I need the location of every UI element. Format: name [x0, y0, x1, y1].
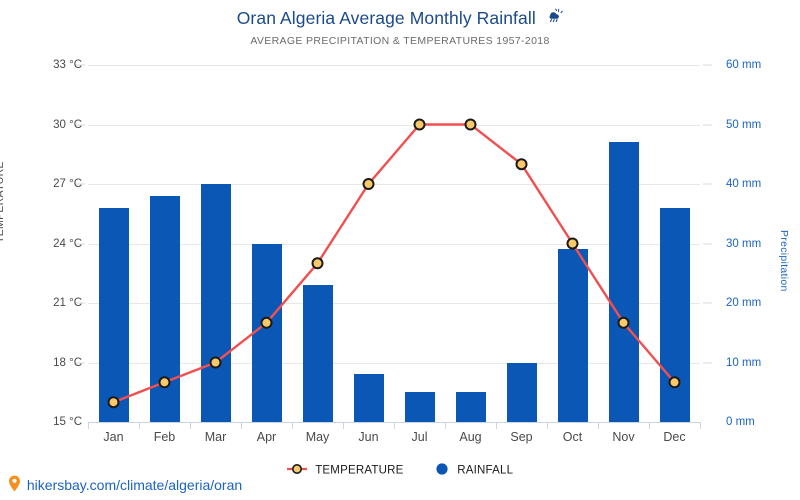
right-tick-mark	[703, 243, 712, 244]
rainfall-bar[interactable]	[455, 392, 486, 422]
x-tick-mark	[547, 422, 548, 429]
left-tick-label: 24 °C	[53, 237, 82, 250]
legend-item-rainfall[interactable]: RAINFALL	[435, 462, 513, 479]
left-tick-label: 27 °C	[53, 178, 82, 190]
right-tick-label: 60 mm	[726, 59, 762, 71]
x-axis-label: Feb	[153, 430, 176, 444]
gridline	[88, 65, 700, 66]
x-axis-label: Nov	[612, 430, 635, 444]
left-tick-mark	[76, 243, 85, 244]
x-tick-mark	[445, 422, 446, 429]
x-tick-mark	[343, 422, 344, 429]
left-tick-label: 21 °C	[53, 297, 82, 309]
rainfall-bar[interactable]	[149, 195, 180, 422]
right-tick-label: 40 mm	[726, 178, 762, 190]
right-tick-mark	[703, 302, 712, 304]
left-tick-mark	[76, 64, 85, 66]
filled-circle-marker-icon	[435, 462, 449, 479]
x-tick-mark	[598, 422, 599, 429]
left-tick-mark	[76, 124, 85, 125]
rainfall-bar[interactable]	[659, 207, 690, 422]
x-tick-mark	[496, 422, 497, 429]
x-axis-label: Jan	[103, 430, 124, 444]
rainfall-bar[interactable]	[302, 285, 333, 422]
chart-header: Oran Algeria Average Monthly Rainfall	[0, 8, 800, 29]
x-tick-mark	[139, 422, 140, 429]
right-tick-label: 10 mm	[726, 356, 762, 369]
temperature-axis-title: TEMPERATURE	[0, 161, 6, 243]
x-tick-mark	[700, 422, 701, 429]
x-axis-label: Mar	[204, 430, 227, 444]
rainfall-bar[interactable]	[98, 207, 129, 422]
rainfall-bar[interactable]	[251, 243, 282, 422]
legend-label: RAINFALL	[457, 464, 514, 477]
x-tick-mark	[394, 422, 395, 429]
rainfall-bar[interactable]	[608, 142, 639, 422]
line-point-marker-icon	[286, 463, 307, 478]
rainfall-bar[interactable]	[404, 392, 435, 422]
left-tick-label: 33 °C	[53, 59, 82, 71]
rainfall-bar[interactable]	[557, 249, 588, 422]
left-tick-label: 30 °C	[53, 118, 82, 131]
right-tick-mark	[703, 64, 712, 66]
right-tick-label: 20 mm	[726, 297, 762, 309]
source-url: hikersbay.com/climate/algeria/oran	[26, 477, 243, 493]
right-tick-label: 0 mm	[726, 416, 755, 428]
x-axis-label: Dec	[663, 430, 686, 444]
left-tick-mark	[76, 183, 85, 185]
x-tick-mark	[292, 422, 293, 429]
chart-subtitle: AVERAGE PRECIPITATION & TEMPERATURES 195…	[250, 35, 550, 47]
precipitation-axis-title: Precipitation	[778, 230, 790, 292]
x-axis-label: Sep	[510, 430, 533, 444]
left-tick-mark	[76, 362, 85, 363]
x-axis-label: Aug	[459, 430, 482, 444]
right-tick-mark	[703, 124, 712, 125]
left-tick-label: 18 °C	[53, 356, 82, 369]
x-tick-mark	[241, 422, 242, 429]
left-tick-label: 15 °C	[53, 416, 82, 428]
x-axis-label: Jun	[358, 430, 379, 444]
x-tick-mark	[649, 422, 650, 429]
right-tick-label: 50 mm	[726, 118, 762, 131]
legend-label: TEMPERATURE	[315, 464, 404, 477]
chart-legend: TEMPERATURE RAINFALL	[0, 462, 800, 479]
source-footer[interactable]: hikersbay.com/climate/algeria/oran	[8, 475, 242, 495]
page-title: Oran Algeria Average Monthly Rainfall	[236, 8, 536, 28]
right-tick-mark	[703, 362, 712, 363]
rainfall-bar[interactable]	[506, 362, 537, 422]
x-tick-mark	[190, 422, 191, 429]
plot-area	[88, 65, 700, 422]
gridline	[88, 124, 700, 126]
x-axis-label: Apr	[256, 430, 277, 444]
rainfall-bar[interactable]	[200, 184, 231, 422]
right-tick-label: 30 mm	[726, 237, 762, 250]
x-axis-label: May	[305, 430, 330, 444]
rain-cloud-icon	[546, 8, 564, 28]
x-axis-label: Jul	[411, 430, 428, 444]
left-tick-mark	[76, 302, 85, 304]
x-tick-mark	[88, 422, 89, 429]
legend-item-temperature[interactable]: TEMPERATURE	[286, 463, 404, 478]
right-tick-mark	[703, 183, 712, 185]
x-axis-label: Oct	[562, 430, 583, 444]
rainfall-bar[interactable]	[353, 374, 384, 422]
map-pin-icon	[8, 475, 21, 495]
